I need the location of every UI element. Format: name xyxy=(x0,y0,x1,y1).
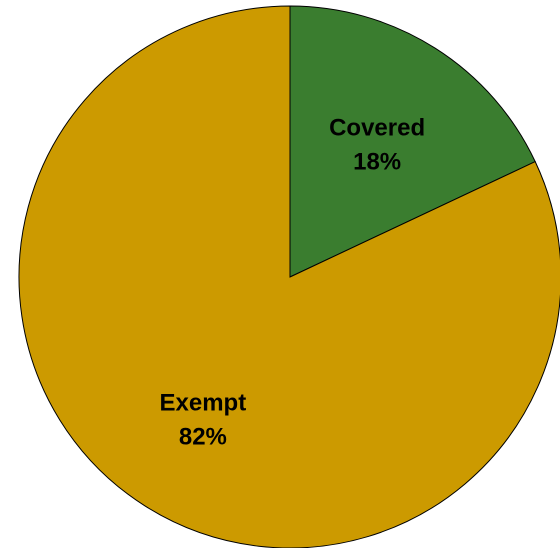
pie-label-percent: 82% xyxy=(179,423,227,450)
pie-label-name: Covered xyxy=(329,115,425,142)
pie-label-covered: Covered 18% xyxy=(329,115,425,176)
pie-slice-exempt xyxy=(18,5,560,548)
pie-slice-covered xyxy=(289,5,536,278)
pie-label-percent: 18% xyxy=(353,149,401,176)
pie-label-exempt: Exempt 82% xyxy=(160,389,247,450)
pie-label-name: Exempt xyxy=(160,389,247,416)
slices-layer xyxy=(18,5,560,548)
labels-layer: Covered 18% Exempt 82% xyxy=(160,115,426,451)
